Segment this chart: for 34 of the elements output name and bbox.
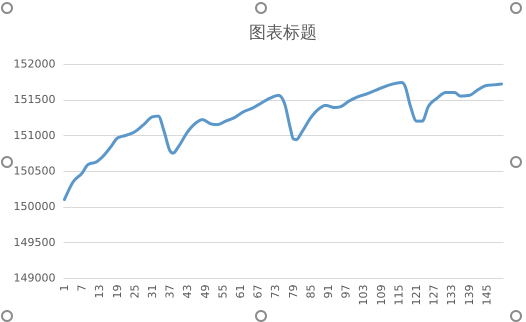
x-tick-label: 109 — [374, 284, 388, 306]
y-tick-label: 150000 — [14, 200, 56, 214]
x-tick-label: 145 — [480, 284, 494, 306]
x-tick-label: 139 — [462, 284, 476, 306]
x-tick-label: 79 — [286, 284, 300, 298]
line-series — [62, 81, 504, 202]
y-tick-label: 151500 — [14, 93, 56, 106]
x-tick-label: 49 — [198, 284, 212, 298]
x-tick-label: 73 — [269, 284, 282, 298]
x-tick-label: 1 — [58, 284, 71, 292]
x-tick-label: 55 — [216, 284, 230, 298]
x-tick-label: 37 — [164, 284, 177, 298]
x-tick-label: 67 — [252, 284, 265, 298]
chart-title: 图表标题 — [249, 23, 317, 43]
y-tick-label: 149500 — [14, 236, 56, 249]
y-tick-label: 151000 — [14, 128, 56, 142]
x-tick-label: 19 — [110, 284, 124, 298]
y-tick-label: 150500 — [14, 164, 56, 178]
y-tick-label: 152000 — [14, 58, 56, 70]
x-tick-label: 121 — [410, 284, 423, 306]
x-tick-label: 127 — [428, 284, 441, 306]
y-tick-label: 149000 — [14, 272, 56, 284]
x-tick-label: 61 — [234, 284, 247, 298]
x-tick-label: 103 — [357, 284, 370, 306]
x-tick-label: 31 — [146, 284, 159, 298]
x-tick-label: 85 — [304, 284, 318, 298]
x-tick-label: 43 — [181, 284, 194, 298]
x-tick-label: 13 — [93, 284, 106, 298]
x-tick-label: 97 — [340, 284, 353, 298]
x-tick-label: 25 — [128, 284, 142, 298]
x-tick-label: 115 — [392, 284, 406, 306]
x-tick-label: 91 — [322, 284, 335, 298]
x-tick-label: 133 — [445, 284, 458, 306]
x-tick-label: 7 — [76, 284, 89, 292]
